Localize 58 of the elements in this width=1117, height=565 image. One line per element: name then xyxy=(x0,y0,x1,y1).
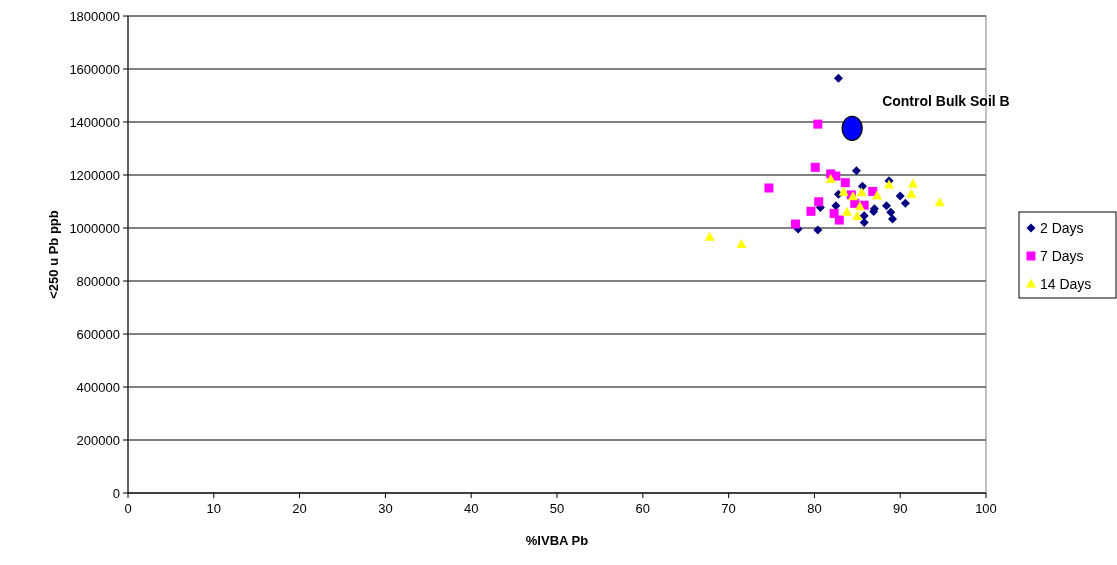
point xyxy=(908,178,919,188)
point xyxy=(810,162,820,172)
x-tick-label: 80 xyxy=(807,501,822,516)
x-tick-label: 50 xyxy=(549,501,565,516)
x-tick-label: 10 xyxy=(206,501,222,516)
point xyxy=(825,174,836,183)
point xyxy=(829,208,839,218)
y-tick-label: 1600000 xyxy=(69,61,120,77)
y-tick-label: 800000 xyxy=(76,273,120,289)
point xyxy=(806,206,816,216)
point xyxy=(851,166,861,176)
point xyxy=(764,183,774,193)
x-tick-label: 90 xyxy=(892,501,908,516)
y-axis-title: <250 u Pb ppb xyxy=(46,210,61,299)
x-tick-label: 40 xyxy=(463,501,479,516)
y-tick-label: 200000 xyxy=(76,432,120,448)
point xyxy=(813,225,823,235)
x-tick-label: 60 xyxy=(635,501,651,516)
legend-label: 14 Days xyxy=(1040,275,1092,292)
legend-label: 7 Days xyxy=(1040,247,1084,264)
y-tick-label: 1000000 xyxy=(69,220,120,236)
y-tick-label: 1200000 xyxy=(69,167,120,183)
point xyxy=(842,206,852,216)
point xyxy=(872,190,883,200)
y-tick-label: 1800000 xyxy=(69,8,120,24)
point xyxy=(895,191,905,201)
x-tick-label: 70 xyxy=(721,501,736,516)
point xyxy=(854,201,865,211)
y-tick-label: 1400000 xyxy=(69,114,120,130)
point xyxy=(704,231,715,241)
point xyxy=(856,187,867,197)
point xyxy=(934,197,945,207)
point xyxy=(791,219,801,229)
x-axis-title: %IVBA Pb xyxy=(525,533,589,548)
point xyxy=(834,215,844,225)
point xyxy=(852,211,863,221)
point xyxy=(736,238,747,248)
legend-label: 2 Days xyxy=(1040,219,1084,236)
point xyxy=(886,207,896,217)
point xyxy=(838,186,849,196)
point xyxy=(841,115,863,141)
x-tick-label: 30 xyxy=(378,501,393,516)
y-tick-label: 400000 xyxy=(76,379,120,395)
point xyxy=(840,178,850,188)
annotation: Control Bulk Soil B xyxy=(882,93,1010,110)
point xyxy=(906,188,917,198)
x-tick-label: 20 xyxy=(292,501,307,516)
point xyxy=(900,198,910,208)
point xyxy=(813,119,823,129)
x-tick-label: 100 xyxy=(975,501,997,516)
point xyxy=(833,73,843,83)
y-tick-label: 600000 xyxy=(76,326,120,342)
point xyxy=(814,197,824,207)
point xyxy=(859,211,869,221)
y-tick-label: 0 xyxy=(112,485,120,501)
point xyxy=(887,214,897,224)
x-tick-label: 0 xyxy=(124,501,132,516)
point xyxy=(881,201,891,211)
